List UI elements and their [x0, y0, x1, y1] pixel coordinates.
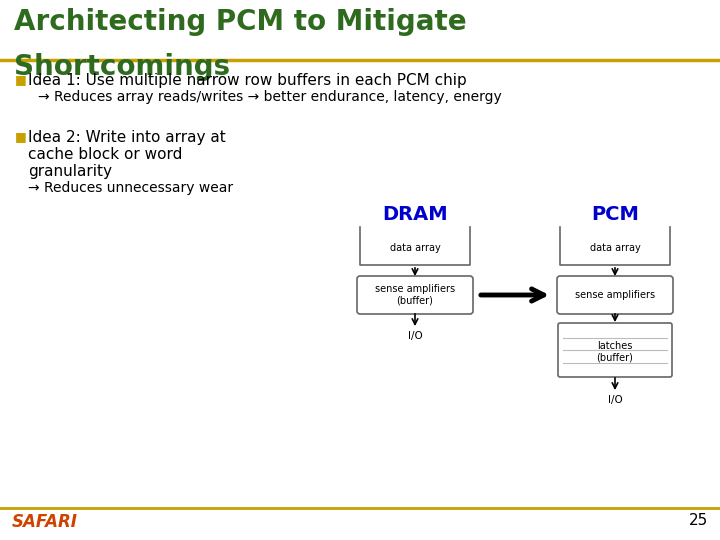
Text: → Reduces array reads/writes → better endurance, latency, energy: → Reduces array reads/writes → better en… [38, 90, 502, 104]
Text: sense amplifiers
(buffer): sense amplifiers (buffer) [375, 284, 455, 306]
FancyBboxPatch shape [557, 276, 673, 314]
Text: Architecting PCM to Mitigate: Architecting PCM to Mitigate [14, 8, 467, 36]
Text: I/O: I/O [408, 331, 423, 341]
Text: → Reduces unnecessary wear: → Reduces unnecessary wear [28, 181, 233, 195]
Text: Idea 2: Write into array at: Idea 2: Write into array at [28, 130, 226, 145]
Text: SAFARI: SAFARI [12, 513, 78, 531]
Text: granularity: granularity [28, 164, 112, 179]
Text: 25: 25 [689, 513, 708, 528]
Text: data array: data array [590, 243, 640, 253]
Text: data array: data array [390, 243, 441, 253]
FancyBboxPatch shape [558, 323, 672, 377]
Text: latches
(buffer): latches (buffer) [597, 341, 634, 363]
Text: I/O: I/O [608, 395, 622, 405]
Text: PCM: PCM [591, 205, 639, 224]
Text: sense amplifiers: sense amplifiers [575, 290, 655, 300]
Text: ■: ■ [15, 73, 27, 86]
Text: ■: ■ [15, 130, 27, 143]
Text: Idea 1: Use multiple narrow row buffers in each PCM chip: Idea 1: Use multiple narrow row buffers … [28, 73, 467, 88]
FancyBboxPatch shape [357, 276, 473, 314]
Text: Shortcomings: Shortcomings [14, 53, 230, 81]
Text: cache block or word: cache block or word [28, 147, 182, 162]
Text: DRAM: DRAM [382, 205, 448, 224]
